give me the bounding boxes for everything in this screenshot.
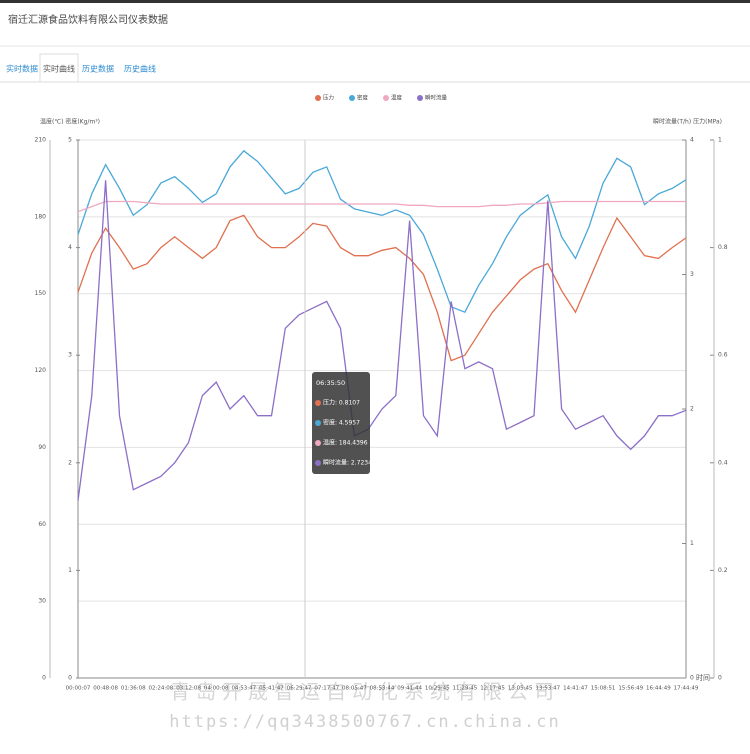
y-axis-label: 温度(℃) 密度(Kg/m³) [40, 118, 100, 126]
y-tick-label: 0 [68, 675, 72, 682]
y-tick-label: 1 [718, 137, 722, 144]
x-tick-label: 15:08:51 [591, 686, 616, 692]
x-tick-label: 09:41:44 [397, 686, 422, 692]
tab[interactable]: 实时曲线 [43, 64, 75, 74]
tab[interactable]: 历史数据 [82, 64, 114, 74]
series-line [77, 149, 687, 314]
x-tick-label: 05:41:47 [259, 686, 284, 692]
legend-marker [417, 95, 423, 101]
y-tick-label: 0.4 [718, 459, 728, 466]
tab[interactable]: 实时数据 [6, 64, 38, 74]
y-tick-label: 0.6 [718, 352, 728, 359]
x-tick-label: 14:41:47 [563, 686, 588, 692]
y-tick-label: 60 [38, 521, 46, 528]
tooltip [312, 372, 370, 474]
legend-marker [315, 95, 321, 101]
y-tick-label: 0 [690, 675, 694, 682]
y-tick-label: 2 [68, 459, 72, 466]
legend-label: 密度 [357, 94, 369, 102]
tooltip-dot [315, 440, 321, 446]
x-tick-label: 10:29:45 [425, 686, 450, 692]
y-tick-label: 180 [35, 213, 47, 220]
series-line [77, 180, 687, 501]
y-tick-label: 4 [68, 244, 72, 251]
x-tick-label: 08:53:44 [370, 686, 395, 692]
x-tick-label: 17:44:49 [674, 686, 699, 692]
top-bar [0, 0, 750, 3]
x-tick-label: 04:53:47 [231, 686, 256, 692]
x-axis-label: 时间 [696, 673, 710, 682]
page-title: 宿迁汇源食品饮料有限公司仪表数据 [8, 13, 168, 26]
tooltip-dot [315, 400, 321, 406]
x-tick-label: 00:48:08 [93, 686, 118, 692]
y-tick-label: 5 [68, 137, 72, 144]
x-tick-label: 00:00:07 [66, 686, 91, 692]
x-tick-label: 13:53:47 [535, 686, 560, 692]
legend-marker [383, 95, 389, 101]
y-tick-label: 30 [38, 598, 46, 605]
legend-label: 压力 [323, 94, 334, 102]
x-tick-label: 11:29:45 [453, 686, 478, 692]
series-line [77, 200, 686, 213]
y2-axis-label: 瞬时流量(T/h) 压力(MPa) [653, 118, 722, 126]
watermark: 青岛开晟智运自动化系统有限公司 [170, 680, 560, 704]
x-tick-label: 04:00:08 [204, 686, 229, 692]
x-tick-label: 15:56:49 [618, 686, 643, 692]
x-tick-label: 13:05:45 [508, 686, 533, 692]
x-tick-label: 01:36:08 [121, 686, 146, 692]
series-line [77, 214, 687, 362]
y-tick-label: 1 [690, 540, 694, 547]
y-tick-label: 0 [42, 675, 46, 682]
tooltip-item: 温度: 184.4396 [323, 439, 368, 447]
y-tick-label: 1 [68, 567, 72, 574]
watermark: https://qq3438500767.cn.china.cn [169, 712, 561, 732]
y-tick-label: 4 [690, 137, 694, 144]
y-tick-label: 0.2 [718, 567, 728, 574]
x-tick-label: 08:05:47 [342, 686, 367, 692]
tooltip-title: 06:35:50 [316, 379, 345, 387]
y-tick-label: 3 [68, 352, 72, 359]
y-tick-label: 3 [690, 271, 694, 278]
tooltip-dot [315, 420, 321, 426]
tooltip-item: 密度: 4.5957 [323, 419, 360, 427]
x-tick-label: 12:17:45 [480, 686, 505, 692]
legend-label: 瞬时流量 [425, 94, 448, 102]
legend-label: 温度 [391, 94, 403, 102]
x-tick-label: 06:29:47 [287, 686, 312, 692]
x-tick-label: 07:17:47 [314, 686, 339, 692]
tooltip-item: 压力: 0.8107 [323, 399, 360, 407]
y-tick-label: 150 [35, 290, 47, 297]
y-tick-label: 2 [690, 406, 694, 413]
x-tick-label: 16:44:49 [646, 686, 671, 692]
y-tick-label: 90 [38, 444, 46, 451]
y-tick-label: 120 [35, 367, 47, 374]
x-tick-label: 03:12:08 [176, 686, 201, 692]
x-tick-label: 02:24:08 [149, 686, 174, 692]
tooltip-dot [315, 460, 321, 466]
tab[interactable]: 历史曲线 [124, 64, 156, 74]
y-tick-label: 0.8 [718, 244, 728, 251]
legend-marker [349, 95, 355, 101]
tooltip-item: 瞬时流量: 2.7234 [323, 459, 372, 467]
y-tick-label: 210 [35, 137, 47, 144]
y-tick-label: 0 [718, 675, 722, 682]
